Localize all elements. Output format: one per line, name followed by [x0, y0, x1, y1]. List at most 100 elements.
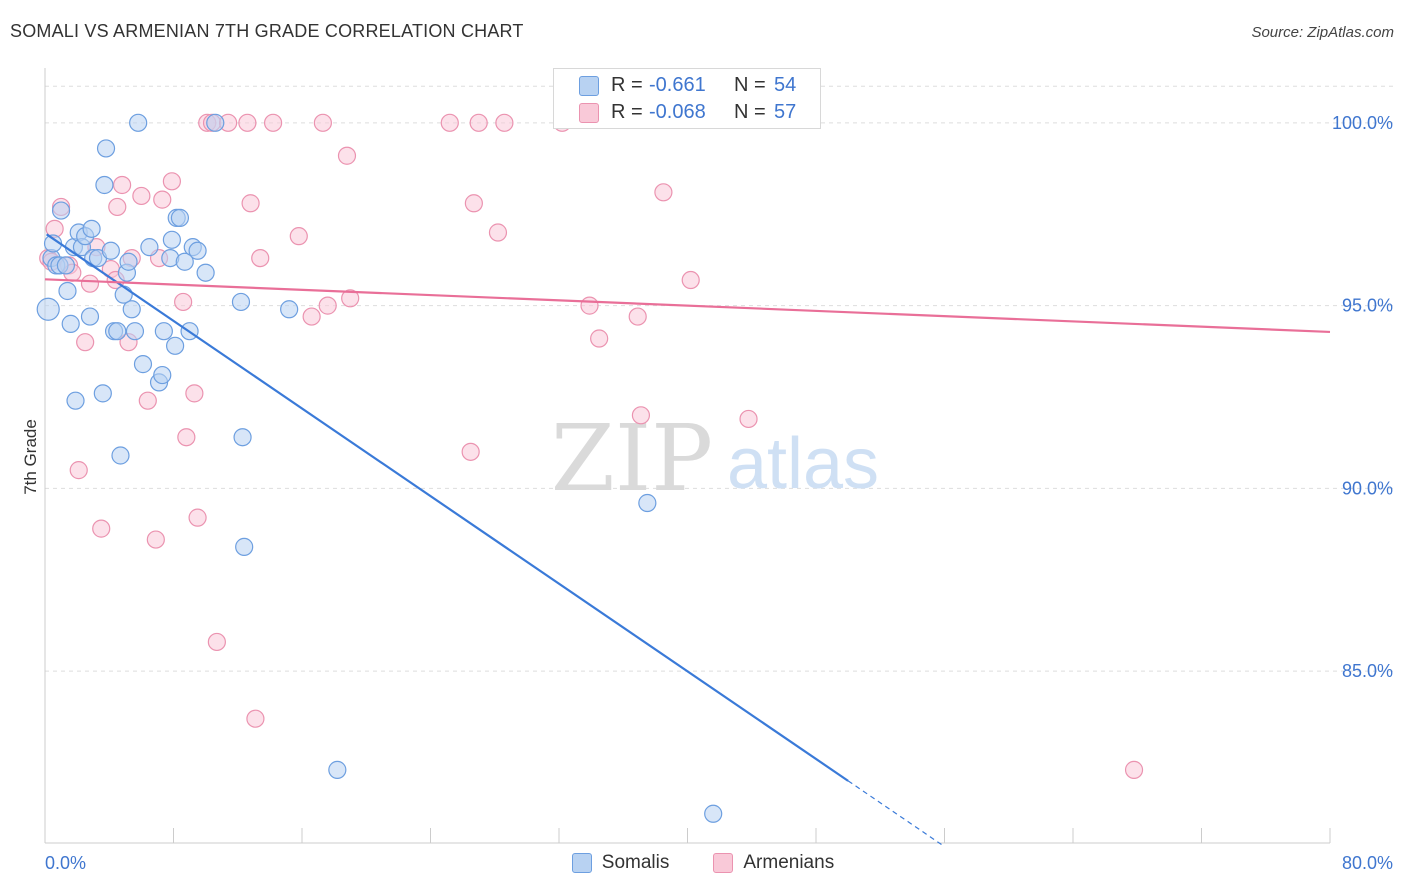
- legend-item-armenians[interactable]: Armenians: [713, 852, 834, 874]
- trend-layer: [44, 233, 1331, 848]
- somali-point: [153, 365, 172, 385]
- r-label: R =: [611, 74, 643, 96]
- armenian-point: [188, 508, 207, 527]
- armenian-point: [739, 409, 758, 429]
- somali-point: [129, 113, 148, 132]
- armenian-point: [461, 442, 480, 461]
- watermark: ZIP atlas: [551, 405, 879, 512]
- somali-point: [66, 391, 85, 410]
- y-tick-label: 100.0%: [1332, 113, 1393, 133]
- armenian-point: [174, 292, 193, 312]
- armenian-point: [153, 190, 172, 209]
- source-label: Source: ZipAtlas.com: [1251, 24, 1394, 41]
- y-tick-label: 85.0%: [1342, 661, 1393, 681]
- somali-point: [51, 201, 71, 220]
- armenian-point: [241, 194, 260, 213]
- armenian-point: [108, 197, 127, 217]
- armenian-point: [132, 186, 151, 206]
- watermark-zip: ZIP: [551, 405, 713, 512]
- somali-point: [58, 281, 77, 301]
- somali-point: [101, 241, 120, 260]
- somali-point: [206, 113, 225, 132]
- armenian-point: [302, 307, 321, 326]
- armenian-point: [112, 175, 132, 195]
- armenian-point: [246, 709, 265, 728]
- somalis-swatch: [579, 75, 599, 96]
- axis-layer: 85.0% 90.0% 95.0% 100.0% 0.0% 80.0%: [44, 68, 1393, 873]
- armenian-point: [263, 113, 283, 132]
- somali-point: [154, 322, 173, 341]
- armenian-point: [580, 296, 599, 315]
- armenian-point: [1124, 760, 1144, 779]
- armenian-point: [337, 146, 357, 165]
- r-value: -0.661: [649, 74, 706, 96]
- legend-label-somalis: Somalis: [601, 852, 670, 873]
- somali-point: [93, 384, 112, 403]
- somali-point: [175, 252, 194, 271]
- somali-point: [122, 300, 141, 319]
- somali-trend-line: [45, 233, 849, 782]
- legend-label-armenians: Armenians: [743, 852, 835, 873]
- somali-point: [119, 252, 138, 271]
- armenians-legend-swatch: [713, 853, 734, 873]
- points-layer: [36, 113, 1144, 823]
- r-value: -0.068: [649, 101, 706, 123]
- legend-item-somalis[interactable]: Somalis: [571, 852, 670, 874]
- n-label: N =: [734, 101, 766, 123]
- armenian-point: [69, 461, 88, 480]
- somali-point: [36, 297, 60, 321]
- somalis-legend-swatch: [571, 853, 592, 873]
- armenian-point: [628, 307, 647, 326]
- armenian-point: [138, 391, 157, 410]
- somali-point: [80, 307, 100, 326]
- somali-point: [166, 336, 185, 355]
- somali-point: [61, 314, 80, 333]
- armenian-point: [162, 172, 181, 191]
- y-axis-label: 7th Grade: [21, 419, 40, 495]
- somali-trend-extension: [847, 780, 945, 848]
- n-value: 54: [774, 74, 797, 96]
- somali-point: [704, 804, 723, 823]
- somali-point: [140, 238, 159, 257]
- armenian-point: [464, 194, 483, 213]
- armenian-point: [313, 113, 332, 132]
- somali-point: [170, 208, 190, 227]
- somali-point: [108, 322, 127, 341]
- armenian-point: [341, 289, 360, 308]
- armenian-point: [289, 227, 308, 246]
- somali-point: [133, 355, 153, 374]
- x-tick-label-max: 80.0%: [1342, 853, 1393, 873]
- somali-point: [638, 493, 657, 513]
- somali-point: [188, 241, 207, 260]
- somali-point: [196, 263, 215, 282]
- grid-layer: [45, 85, 1395, 672]
- armenian-point: [318, 296, 337, 315]
- n-label: N =: [734, 74, 766, 96]
- armenian-point: [469, 113, 488, 132]
- armenians-swatch: [579, 102, 599, 123]
- n-value: 57: [774, 101, 797, 123]
- somali-point: [162, 230, 181, 249]
- armenian-point: [654, 183, 673, 202]
- armenian-point: [590, 329, 609, 348]
- armenian-point: [146, 530, 165, 549]
- somali-point: [96, 139, 116, 158]
- armenian-point: [177, 428, 196, 447]
- r-label: R =: [611, 101, 643, 123]
- y-tick-label: 95.0%: [1342, 296, 1393, 316]
- armenian-point: [251, 248, 270, 268]
- somali-point: [280, 300, 299, 319]
- somali-point: [56, 256, 75, 275]
- somali-point: [125, 322, 145, 341]
- somali-point: [233, 428, 252, 447]
- armenian-point: [631, 406, 651, 425]
- armenian-point: [185, 384, 204, 403]
- somali-point: [235, 537, 254, 556]
- somali-point: [111, 446, 130, 465]
- somali-point: [82, 219, 101, 238]
- somali-point: [328, 760, 347, 779]
- watermark-atlas: atlas: [727, 424, 879, 504]
- armenian-point: [207, 632, 226, 652]
- armenian-trend-line: [44, 278, 1331, 334]
- somali-point: [231, 292, 251, 312]
